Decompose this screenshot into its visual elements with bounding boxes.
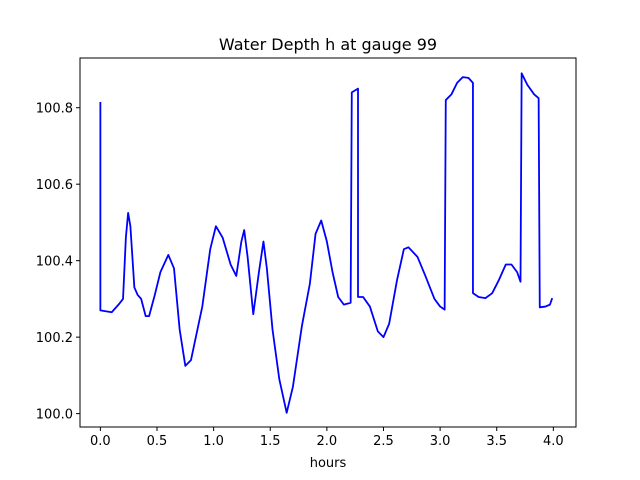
y-tick-label: 100.0	[36, 408, 73, 423]
water-depth-line	[99, 72, 554, 414]
y-tick-label: 100.4	[36, 255, 73, 270]
x-axis-label: hours	[310, 456, 347, 471]
x-tick-label: 1.5	[260, 434, 281, 449]
x-tick-label: 3.5	[486, 434, 507, 449]
x-tick-label: 3.0	[430, 434, 451, 449]
x-tick-label: 0.0	[90, 434, 111, 449]
x-tick-label: 2.5	[373, 434, 394, 449]
y-tick-label: 100.8	[36, 102, 73, 117]
x-tick-label: 0.5	[147, 434, 168, 449]
x-tick-label: 4.0	[543, 434, 564, 449]
x-axis: 0.0 0.5 1.0 1.5 2.0 2.5 3.0 3.5 4.0	[90, 427, 564, 449]
plot-area-frame	[79, 57, 577, 428]
x-tick-label: 1.0	[203, 434, 224, 449]
chart-title: Water Depth h at gauge 99	[219, 35, 437, 54]
x-tick-label: 2.0	[317, 434, 338, 449]
y-tick-label: 100.2	[36, 331, 73, 346]
y-tick-label: 100.6	[36, 178, 73, 193]
y-axis: 100.0 100.2 100.4 100.6 100.8	[36, 102, 80, 423]
